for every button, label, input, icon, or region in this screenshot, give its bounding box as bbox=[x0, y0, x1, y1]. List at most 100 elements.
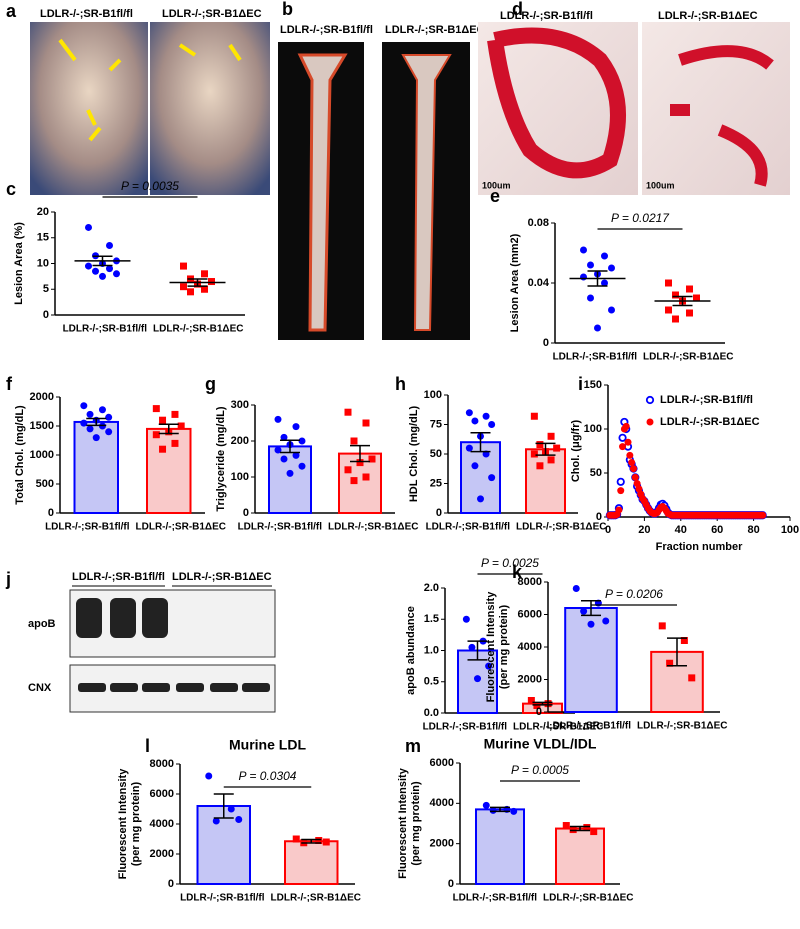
data-point bbox=[235, 816, 243, 823]
data-point bbox=[633, 480, 641, 488]
caption: LDLR-/-;SR-B1ΔEC bbox=[385, 24, 485, 36]
panel-letter: g bbox=[205, 374, 216, 394]
x-tick-label: LDLR-/-;SR-B1fl/fl bbox=[553, 352, 638, 363]
bands bbox=[76, 598, 270, 692]
y-tick-label: 500 bbox=[36, 478, 54, 490]
data-point bbox=[488, 474, 496, 482]
annotation: P = 0.0035 bbox=[121, 179, 179, 193]
x-tick-label: 40 bbox=[675, 524, 687, 536]
y-tick-label: 25 bbox=[430, 477, 442, 489]
data-point bbox=[98, 406, 106, 414]
caption: LDLR-/-;SR-B1fl/fl bbox=[280, 24, 373, 36]
data-point bbox=[315, 837, 323, 844]
y-axis-label: (per mg protein) bbox=[130, 782, 142, 867]
data-point bbox=[286, 469, 294, 477]
y-tick-label: 8000 bbox=[150, 758, 174, 770]
data-point bbox=[629, 465, 637, 473]
aorta bbox=[297, 53, 348, 332]
x-tick-label: LDLR-/-;SR-B1ΔEC bbox=[328, 522, 419, 533]
data-point bbox=[85, 262, 92, 270]
y-tick-label: 1.0 bbox=[424, 644, 439, 656]
blot-row-label: apoB bbox=[28, 618, 56, 630]
data-point bbox=[465, 444, 473, 452]
data-point bbox=[580, 246, 587, 254]
y-tick-label: 8000 bbox=[518, 576, 542, 588]
data-point bbox=[672, 315, 679, 323]
blot-panel: j LDLR-/-;SR-B1fl/fl LDLR-/-;SR-B1ΔEC ap… bbox=[5, 569, 276, 713]
y-axis-label: Triglyceride (mg/dL) bbox=[215, 406, 227, 511]
data-point bbox=[344, 408, 352, 416]
scale-bar: 100um bbox=[646, 180, 675, 190]
bar bbox=[146, 427, 192, 514]
y-axis-label: Total Chol. (mg/dL) bbox=[14, 405, 26, 505]
data-point bbox=[171, 410, 179, 418]
y-axis-label: HDL Chol. (mg/dL) bbox=[408, 405, 420, 502]
blot-row-label: CNX bbox=[28, 682, 52, 694]
data-point bbox=[85, 223, 92, 231]
data-point bbox=[106, 241, 113, 249]
x-tick-label: 60 bbox=[711, 524, 723, 536]
data-point bbox=[601, 279, 608, 287]
data-point bbox=[530, 450, 538, 458]
blot-header: LDLR-/-;SR-B1fl/fl bbox=[72, 571, 165, 583]
data-point bbox=[105, 413, 113, 421]
panel-letter: j bbox=[5, 569, 11, 589]
data-point bbox=[587, 620, 595, 628]
y-tick-label: 0 bbox=[43, 309, 49, 321]
bar bbox=[284, 840, 339, 885]
bar bbox=[555, 827, 605, 886]
x-tick-label: LDLR-/-;SR-B1fl/fl bbox=[180, 893, 265, 904]
annotation: P = 0.0025 bbox=[481, 556, 539, 570]
data-point bbox=[292, 451, 300, 459]
y-tick-label: 5 bbox=[43, 283, 49, 295]
photo-panel-b: b LDLR-/-;SR-B1fl/fl LDLR-/-;SR-B1ΔEC bbox=[278, 0, 485, 340]
data-point bbox=[562, 822, 570, 830]
panel-letter: h bbox=[395, 374, 406, 394]
x-tick-label: LDLR-/-;SR-B1ΔEC bbox=[271, 893, 362, 904]
data-point bbox=[601, 252, 608, 260]
blot-header: LDLR-/-;SR-B1ΔEC bbox=[172, 571, 272, 583]
data-point bbox=[350, 477, 358, 485]
y-tick-label: 0 bbox=[543, 337, 549, 349]
data-point bbox=[99, 272, 106, 280]
data-point bbox=[80, 402, 88, 410]
data-point bbox=[356, 459, 364, 467]
x-tick-label: LDLR-/-;SR-B1fl/fl bbox=[63, 324, 148, 335]
data-point bbox=[485, 662, 493, 670]
data-point bbox=[688, 674, 696, 682]
data-point bbox=[608, 306, 615, 314]
data-point bbox=[616, 477, 625, 486]
data-point bbox=[622, 422, 630, 430]
data-point bbox=[292, 835, 300, 843]
panel-letter: f bbox=[6, 374, 13, 394]
x-tick-label: LDLR-/-;SR-B1ΔEC bbox=[513, 722, 604, 733]
data-point bbox=[619, 443, 627, 451]
data-point bbox=[617, 487, 625, 495]
data-point bbox=[635, 485, 643, 493]
panel-letter: k bbox=[512, 562, 523, 582]
data-point bbox=[322, 838, 330, 846]
data-point bbox=[171, 439, 179, 447]
x-tick-label: LDLR-/-;SR-B1ΔEC bbox=[643, 352, 734, 363]
x-tick-label: 100 bbox=[781, 524, 799, 536]
data-point bbox=[477, 495, 484, 503]
data-point bbox=[280, 433, 288, 441]
data-point bbox=[686, 309, 693, 317]
y-tick-label: 20 bbox=[37, 206, 49, 218]
data-point bbox=[536, 462, 544, 470]
y-tick-label: 0 bbox=[48, 507, 54, 519]
panel-letter: e bbox=[490, 186, 500, 206]
data-point bbox=[350, 437, 358, 445]
x-axis-label: Fraction number bbox=[656, 541, 744, 553]
y-tick-label: 2000 bbox=[430, 838, 454, 850]
annotation: P = 0.0206 bbox=[605, 587, 663, 601]
x-tick-label: LDLR-/-;SR-B1ΔEC bbox=[153, 324, 244, 335]
data-point bbox=[608, 264, 615, 272]
y-axis-label: Fluorescent Intensity bbox=[397, 767, 409, 879]
data-point bbox=[465, 409, 473, 417]
y-tick-label: 6000 bbox=[430, 757, 454, 769]
y-tick-label: 200 bbox=[231, 435, 249, 447]
data-point bbox=[547, 456, 555, 464]
data-point bbox=[626, 451, 634, 459]
data-point bbox=[587, 294, 594, 302]
